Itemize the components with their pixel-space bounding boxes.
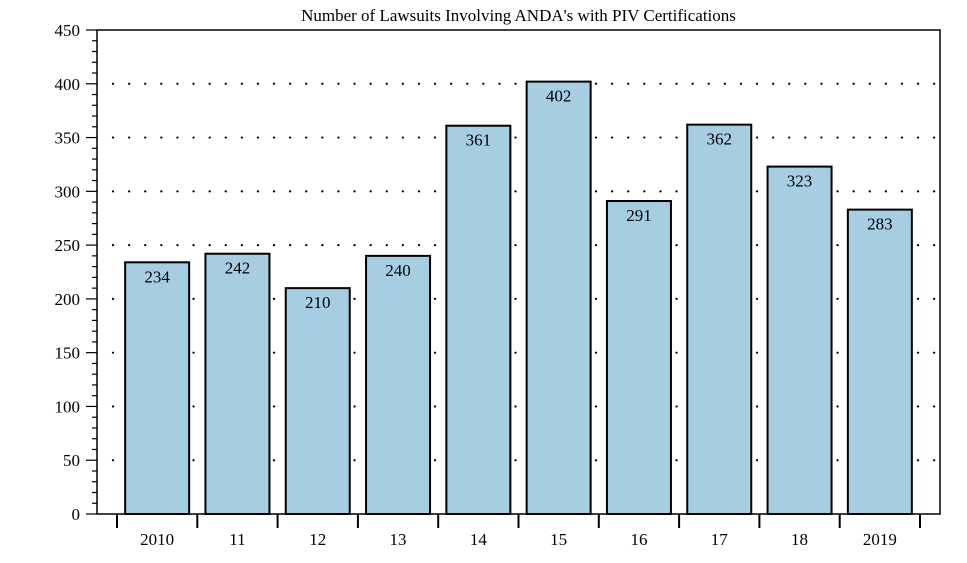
- data-label: 283: [867, 215, 893, 234]
- x-tick-label: 17: [711, 530, 729, 549]
- x-tick-label: 14: [470, 530, 488, 549]
- y-tick-label: 50: [63, 451, 80, 470]
- y-tick-label: 150: [55, 344, 81, 363]
- x-tick-label: 16: [630, 530, 647, 549]
- bars: [124, 80, 913, 516]
- x-tick-label: 12: [309, 530, 326, 549]
- chart-title: Number of Lawsuits Involving ANDA's with…: [301, 6, 736, 25]
- data-label: 210: [305, 293, 331, 312]
- data-label: 362: [707, 130, 733, 149]
- x-tick-label: 2010: [140, 530, 174, 549]
- x-tick-label: 11: [229, 530, 245, 549]
- data-label: 323: [787, 172, 813, 191]
- data-label: 234: [144, 267, 170, 286]
- y-tick-label: 350: [55, 129, 81, 148]
- bar: [766, 165, 833, 515]
- bar: [124, 261, 191, 515]
- y-tick-label: 300: [55, 182, 81, 201]
- y-tick-label: 100: [55, 397, 81, 416]
- x-tick-label: 2019: [863, 530, 897, 549]
- y-tick-label: 400: [55, 75, 81, 94]
- data-label: 242: [225, 259, 251, 278]
- bar: [686, 123, 753, 515]
- bar: [525, 80, 592, 515]
- y-tick-label: 0: [72, 505, 81, 524]
- bar: [204, 252, 271, 516]
- data-label: 291: [626, 206, 652, 225]
- x-tick-label: 13: [390, 530, 407, 549]
- bar: [365, 254, 432, 515]
- data-label: 361: [466, 131, 492, 150]
- bar: [284, 287, 351, 515]
- y-tick-label: 250: [55, 236, 81, 255]
- x-tick-label: 15: [550, 530, 567, 549]
- data-label: 402: [546, 87, 572, 106]
- y-tick-label: 200: [55, 290, 81, 309]
- bar: [846, 208, 913, 516]
- data-labels: 234 242 210 240 361 402 291 362 323 283: [144, 87, 892, 313]
- data-label: 240: [385, 261, 411, 280]
- bar: [605, 200, 672, 515]
- axes: 0 50 100 150 200 250 300 350 400 450 2010 11 12 13 14 1…: [55, 21, 921, 549]
- bar: [445, 124, 512, 515]
- x-tick-label: 18: [791, 530, 808, 549]
- y-tick-label: 450: [55, 21, 81, 40]
